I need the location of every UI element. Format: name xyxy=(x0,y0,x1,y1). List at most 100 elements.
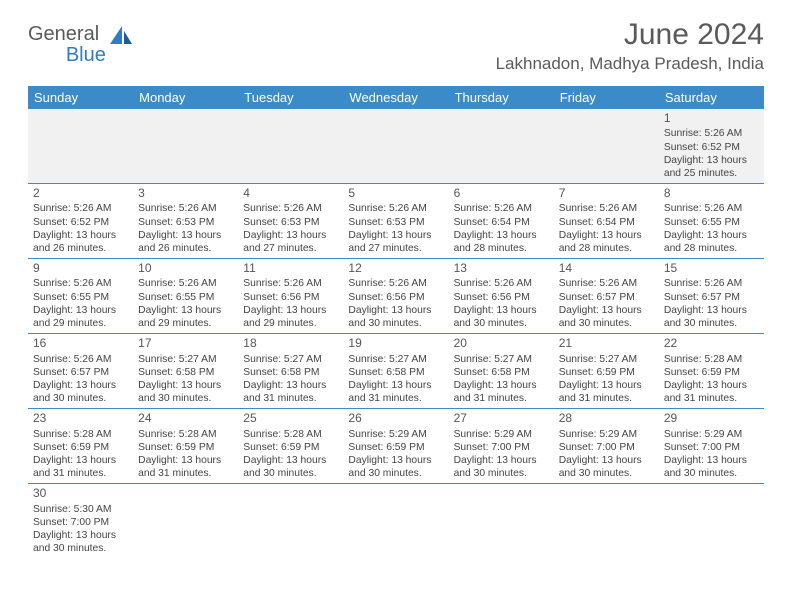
sunset-text: Sunset: 6:57 PM xyxy=(559,291,654,304)
day-number: 30 xyxy=(33,486,128,501)
day-number: 2 xyxy=(33,186,128,201)
sunset-text: Sunset: 6:55 PM xyxy=(664,216,759,229)
day-number: 4 xyxy=(243,186,338,201)
daylight-text: Daylight: 13 hours and 30 minutes. xyxy=(33,379,128,405)
sunset-text: Sunset: 6:52 PM xyxy=(33,216,128,229)
calendar-cell xyxy=(343,484,448,559)
sunset-text: Sunset: 7:00 PM xyxy=(33,516,128,529)
daylight-text: Daylight: 13 hours and 26 minutes. xyxy=(33,229,128,255)
sunrise-text: Sunrise: 5:29 AM xyxy=(664,428,759,441)
sunset-text: Sunset: 6:58 PM xyxy=(138,366,233,379)
location: Lakhnadon, Madhya Pradesh, India xyxy=(496,54,764,74)
calendar-cell: 12Sunrise: 5:26 AMSunset: 6:56 PMDayligh… xyxy=(343,259,448,334)
daylight-text: Daylight: 13 hours and 31 minutes. xyxy=(664,379,759,405)
calendar-cell: 26Sunrise: 5:29 AMSunset: 6:59 PMDayligh… xyxy=(343,409,448,484)
calendar-cell: 4Sunrise: 5:26 AMSunset: 6:53 PMDaylight… xyxy=(238,184,343,259)
sunrise-text: Sunrise: 5:28 AM xyxy=(664,353,759,366)
weekday-header: Sunday xyxy=(28,86,133,109)
calendar-cell: 6Sunrise: 5:26 AMSunset: 6:54 PMDaylight… xyxy=(449,184,554,259)
daylight-text: Daylight: 13 hours and 31 minutes. xyxy=(559,379,654,405)
daylight-text: Daylight: 13 hours and 25 minutes. xyxy=(664,154,759,180)
calendar-cell xyxy=(28,109,133,184)
sunrise-text: Sunrise: 5:26 AM xyxy=(138,202,233,215)
sunrise-text: Sunrise: 5:26 AM xyxy=(33,277,128,290)
sunset-text: Sunset: 6:56 PM xyxy=(454,291,549,304)
calendar-cell: 9Sunrise: 5:26 AMSunset: 6:55 PMDaylight… xyxy=(28,259,133,334)
sunset-text: Sunset: 6:58 PM xyxy=(243,366,338,379)
sail-icon xyxy=(108,24,134,51)
sunset-text: Sunset: 6:56 PM xyxy=(243,291,338,304)
weekday-header: Saturday xyxy=(659,86,764,109)
sunset-text: Sunset: 6:53 PM xyxy=(243,216,338,229)
daylight-text: Daylight: 13 hours and 26 minutes. xyxy=(138,229,233,255)
calendar-cell xyxy=(554,109,659,184)
daylight-text: Daylight: 13 hours and 30 minutes. xyxy=(664,304,759,330)
calendar-cell: 27Sunrise: 5:29 AMSunset: 7:00 PMDayligh… xyxy=(449,409,554,484)
logo: General GenBlue xyxy=(28,24,134,66)
sunrise-text: Sunrise: 5:26 AM xyxy=(348,202,443,215)
day-number: 15 xyxy=(664,261,759,276)
calendar-cell: 29Sunrise: 5:29 AMSunset: 7:00 PMDayligh… xyxy=(659,409,764,484)
calendar-row: 2Sunrise: 5:26 AMSunset: 6:52 PMDaylight… xyxy=(28,184,764,259)
calendar-cell: 11Sunrise: 5:26 AMSunset: 6:56 PMDayligh… xyxy=(238,259,343,334)
sunrise-text: Sunrise: 5:27 AM xyxy=(138,353,233,366)
daylight-text: Daylight: 13 hours and 31 minutes. xyxy=(348,379,443,405)
calendar-cell xyxy=(554,484,659,559)
calendar-cell xyxy=(133,484,238,559)
weekday-header: Friday xyxy=(554,86,659,109)
calendar-cell: 13Sunrise: 5:26 AMSunset: 6:56 PMDayligh… xyxy=(449,259,554,334)
daylight-text: Daylight: 13 hours and 31 minutes. xyxy=(33,454,128,480)
title-block: June 2024 Lakhnadon, Madhya Pradesh, Ind… xyxy=(496,18,764,74)
logo-word-blue: Blue xyxy=(66,44,106,66)
daylight-text: Daylight: 13 hours and 29 minutes. xyxy=(243,304,338,330)
daylight-text: Daylight: 13 hours and 30 minutes. xyxy=(348,454,443,480)
sunset-text: Sunset: 6:56 PM xyxy=(348,291,443,304)
daylight-text: Daylight: 13 hours and 31 minutes. xyxy=(243,379,338,405)
daylight-text: Daylight: 13 hours and 30 minutes. xyxy=(454,454,549,480)
weekday-header-row: Sunday Monday Tuesday Wednesday Thursday… xyxy=(28,86,764,109)
calendar-cell xyxy=(133,109,238,184)
sunrise-text: Sunrise: 5:26 AM xyxy=(454,202,549,215)
calendar-cell: 25Sunrise: 5:28 AMSunset: 6:59 PMDayligh… xyxy=(238,409,343,484)
day-number: 27 xyxy=(454,411,549,426)
calendar-cell xyxy=(238,109,343,184)
daylight-text: Daylight: 13 hours and 30 minutes. xyxy=(559,454,654,480)
day-number: 24 xyxy=(138,411,233,426)
sunset-text: Sunset: 6:53 PM xyxy=(138,216,233,229)
day-number: 28 xyxy=(559,411,654,426)
sunset-text: Sunset: 7:00 PM xyxy=(664,441,759,454)
calendar-cell: 2Sunrise: 5:26 AMSunset: 6:52 PMDaylight… xyxy=(28,184,133,259)
sunrise-text: Sunrise: 5:28 AM xyxy=(243,428,338,441)
sunrise-text: Sunrise: 5:26 AM xyxy=(243,202,338,215)
day-number: 6 xyxy=(454,186,549,201)
daylight-text: Daylight: 13 hours and 31 minutes. xyxy=(138,454,233,480)
calendar-cell: 14Sunrise: 5:26 AMSunset: 6:57 PMDayligh… xyxy=(554,259,659,334)
sunset-text: Sunset: 7:00 PM xyxy=(559,441,654,454)
sunset-text: Sunset: 6:59 PM xyxy=(664,366,759,379)
calendar-cell: 19Sunrise: 5:27 AMSunset: 6:58 PMDayligh… xyxy=(343,334,448,409)
sunrise-text: Sunrise: 5:28 AM xyxy=(33,428,128,441)
daylight-text: Daylight: 13 hours and 29 minutes. xyxy=(138,304,233,330)
day-number: 10 xyxy=(138,261,233,276)
day-number: 19 xyxy=(348,336,443,351)
day-number: 21 xyxy=(559,336,654,351)
sunset-text: Sunset: 6:59 PM xyxy=(348,441,443,454)
sunrise-text: Sunrise: 5:26 AM xyxy=(559,277,654,290)
weekday-header: Wednesday xyxy=(343,86,448,109)
day-number: 13 xyxy=(454,261,549,276)
sunset-text: Sunset: 6:59 PM xyxy=(138,441,233,454)
daylight-text: Daylight: 13 hours and 30 minutes. xyxy=(454,304,549,330)
day-number: 1 xyxy=(664,111,759,126)
calendar-cell: 21Sunrise: 5:27 AMSunset: 6:59 PMDayligh… xyxy=(554,334,659,409)
calendar-cell xyxy=(343,109,448,184)
sunrise-text: Sunrise: 5:26 AM xyxy=(243,277,338,290)
sunrise-text: Sunrise: 5:30 AM xyxy=(33,503,128,516)
sunset-text: Sunset: 6:54 PM xyxy=(454,216,549,229)
daylight-text: Daylight: 13 hours and 28 minutes. xyxy=(559,229,654,255)
sunrise-text: Sunrise: 5:29 AM xyxy=(348,428,443,441)
calendar-cell xyxy=(449,484,554,559)
daylight-text: Daylight: 13 hours and 30 minutes. xyxy=(559,304,654,330)
month-title: June 2024 xyxy=(496,18,764,52)
calendar-cell xyxy=(449,109,554,184)
sunrise-text: Sunrise: 5:28 AM xyxy=(138,428,233,441)
